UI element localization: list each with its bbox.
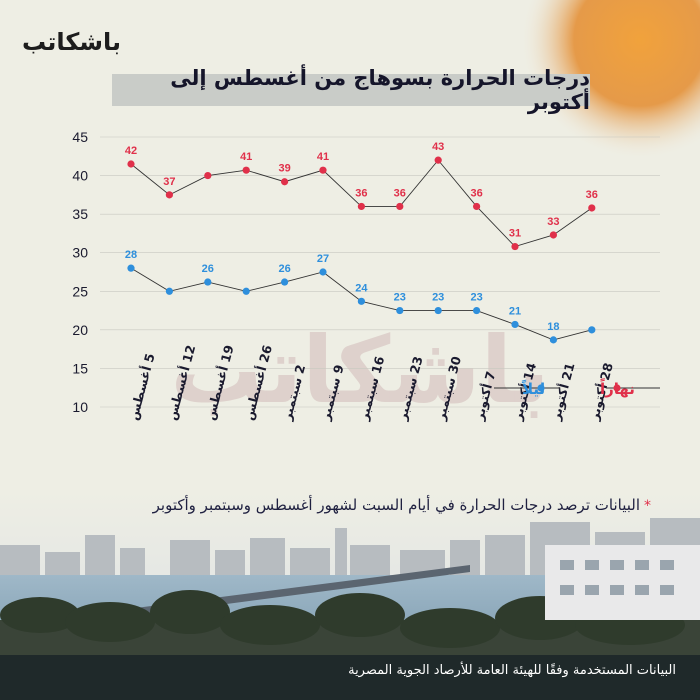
data-point [242,166,250,174]
data-point [281,178,289,186]
chart-note: البيانات ترصد درجات الحرارة في أيام السب… [152,496,640,514]
footer-shade [0,655,700,700]
y-tick-label: 45 [72,129,88,145]
data-point [357,202,365,211]
data-point [588,326,596,334]
y-tick-label: 10 [72,399,88,415]
data-point [242,287,250,295]
data-label: 36 [394,187,406,199]
data-label: 41 [317,151,329,163]
data-label: 43 [432,141,444,153]
data-point [549,231,558,239]
data-point [588,204,596,212]
data-point [281,278,289,286]
legend-night-label: ليلاً [521,379,545,398]
y-tick-label: 20 [72,322,88,338]
data-label: 37 [163,176,175,188]
y-tick-label: 15 [72,360,88,376]
data-label: 31 [509,228,521,240]
data-label: 42 [125,145,137,157]
legend-day-marker [613,384,621,392]
watermark: باشكاتب [170,317,550,424]
data-label: 26 [202,263,214,275]
data-point [319,268,327,276]
data-point [396,202,404,211]
data-point [165,287,173,295]
data-label: 21 [509,305,521,317]
data-label: 23 [470,292,482,304]
data-label: 23 [432,292,444,304]
x-tick-label: 5 أغسطس [124,352,157,422]
data-label: 26 [278,263,290,275]
legend-day-label: نهاراً [600,378,635,398]
y-tick-label: 25 [72,283,88,299]
sun-glow [520,0,700,160]
y-tick-label: 30 [72,245,88,261]
data-point [127,264,135,272]
chart-title: درجات الحرارة بسوهاج من أغسطس إلى أكتوبر [170,66,590,114]
data-point [511,242,519,251]
data-label: 24 [355,282,368,294]
data-point [319,166,327,174]
data-point [434,306,442,315]
y-tick-label: 40 [72,168,88,184]
x-tick-label: 21 أكتوبر [547,361,578,423]
building [545,545,700,620]
note-asterisk: * [644,498,651,514]
data-label: 28 [125,249,137,261]
data-label: 33 [547,216,559,228]
data-point [127,160,135,168]
data-label: 39 [278,163,290,175]
data-label: 27 [317,253,329,265]
data-point [473,202,481,211]
data-label: 36 [470,187,482,199]
data-point [165,191,173,199]
data-point [204,278,212,286]
data-point [396,306,404,315]
data-point [473,306,481,315]
source-credit: البيانات المستخدمة وفقًا للهيئة العامة ل… [348,663,676,678]
data-point [204,171,212,180]
data-label: 23 [394,292,406,304]
data-point [549,336,558,344]
data-label: 41 [240,151,252,163]
data-label: 36 [586,189,598,201]
data-label: 18 [547,321,559,333]
data-label: 36 [355,187,367,199]
title-box: درجات الحرارة بسوهاج من أغسطس إلى أكتوبر [112,66,590,114]
y-tick-label: 35 [72,206,88,222]
data-point [357,297,365,305]
brand-logo: باشكاتب [22,28,122,56]
data-point [511,320,519,329]
data-point [434,156,442,164]
legend-night-marker [537,384,545,392]
